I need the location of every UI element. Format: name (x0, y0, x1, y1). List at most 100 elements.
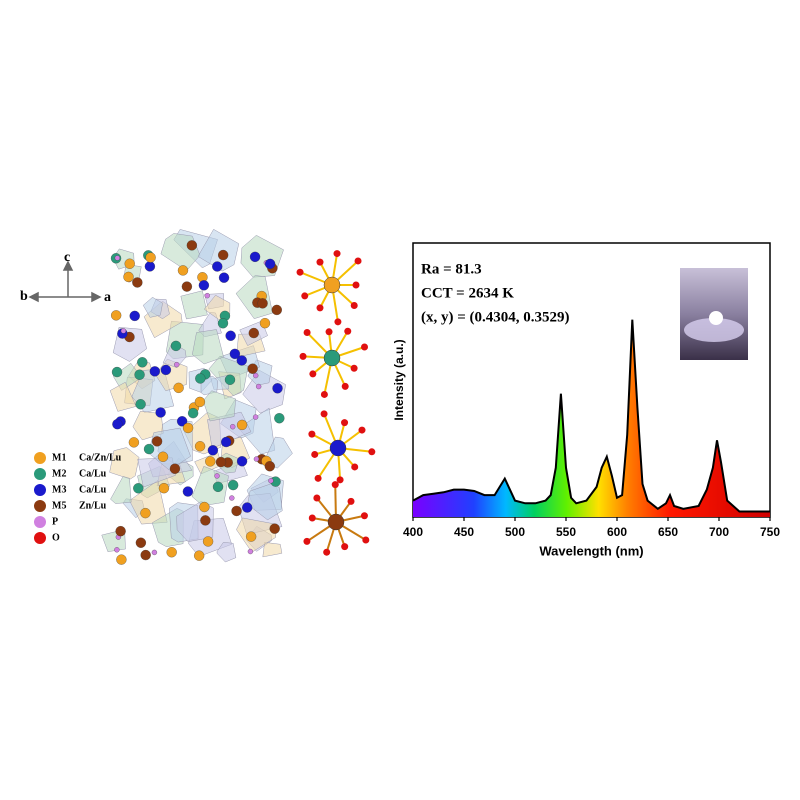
x-tick-label: 750 (760, 525, 780, 539)
polyhedron (235, 275, 273, 319)
legend-label: M2 (52, 468, 66, 479)
metal-atom (329, 439, 347, 457)
oxygen (320, 390, 328, 398)
atom (181, 281, 193, 292)
atom (115, 526, 126, 537)
spectrum-fill (413, 319, 770, 517)
legend-swatch (34, 484, 46, 496)
atom (224, 374, 236, 385)
atom (111, 366, 123, 378)
oxygen (360, 512, 368, 520)
legend-sites: Zn/Lu (79, 500, 107, 511)
atom (207, 445, 219, 456)
atom (198, 280, 210, 291)
atom (182, 486, 194, 497)
spectrum-line (412, 319, 770, 513)
x-axis-title: Wavelength (nm) (539, 543, 643, 558)
atom (169, 463, 181, 474)
axis-c: c (64, 250, 70, 265)
oxygen (358, 426, 366, 434)
atom (264, 258, 276, 270)
atom (135, 537, 147, 548)
oxygen (316, 304, 324, 312)
atom (227, 479, 239, 491)
atom (133, 483, 144, 494)
oxygen (320, 410, 328, 418)
x-tick-label: 450 (454, 525, 474, 539)
atom (229, 348, 241, 359)
polyhedron (110, 476, 132, 504)
atom (140, 549, 151, 561)
oxygen (350, 302, 358, 310)
oxygen (308, 430, 316, 438)
polyhedron (180, 290, 208, 320)
atom (187, 407, 199, 419)
x-tick-label: 650 (658, 525, 678, 539)
arrowhead (91, 291, 102, 303)
oxygen (336, 476, 344, 484)
legend-label: M1 (52, 452, 66, 463)
atom (114, 255, 121, 261)
atom (205, 456, 216, 467)
oxygen (334, 318, 342, 326)
oxygen (309, 370, 317, 378)
atom (166, 547, 177, 558)
atom (218, 272, 230, 283)
atom (236, 419, 248, 431)
oxygen (325, 328, 333, 336)
atom (123, 271, 134, 283)
legend-swatch (34, 500, 46, 512)
atom (236, 456, 248, 467)
atom (137, 357, 148, 368)
atom (247, 363, 258, 374)
atom (194, 441, 206, 452)
atom (225, 330, 236, 341)
atom (173, 382, 184, 394)
atom (182, 422, 194, 434)
oxygen (316, 258, 324, 266)
atom (140, 507, 151, 519)
atom (214, 473, 220, 479)
oxygen (303, 537, 311, 545)
atom (134, 369, 145, 380)
atom (199, 501, 210, 513)
oxygen (331, 481, 339, 489)
atom (272, 383, 283, 394)
atom (155, 407, 166, 418)
legend-swatch (34, 516, 46, 528)
polyhedron (109, 381, 137, 412)
polyhedron (216, 542, 237, 563)
atom (129, 310, 140, 322)
oxygen (333, 250, 341, 258)
atom (124, 258, 135, 269)
atom (144, 261, 156, 272)
atom (236, 355, 247, 366)
metal-atom (327, 513, 345, 531)
atom (253, 456, 260, 462)
lamp-base (684, 318, 744, 342)
atom (112, 419, 123, 430)
atom (231, 505, 242, 517)
oxygen (303, 329, 311, 337)
oxygen (354, 257, 362, 265)
atom (116, 554, 127, 565)
arrowhead (62, 260, 74, 271)
atom (215, 456, 227, 468)
metal-atom (323, 349, 341, 367)
atom (111, 310, 122, 321)
polyhedron (197, 228, 240, 272)
atom (176, 416, 188, 427)
legend-sites: Ca/Lu (79, 468, 107, 479)
polyhedron (109, 447, 140, 480)
atom (195, 373, 206, 384)
atom (200, 515, 211, 526)
legend-label: M5 (52, 500, 66, 511)
atom (212, 261, 223, 272)
atom (204, 293, 210, 299)
legend-swatch (34, 532, 46, 544)
x-tick-label: 400 (403, 525, 423, 539)
atom (221, 436, 232, 448)
oxygen (351, 463, 359, 471)
atom (128, 437, 140, 448)
oxygen (301, 292, 309, 300)
